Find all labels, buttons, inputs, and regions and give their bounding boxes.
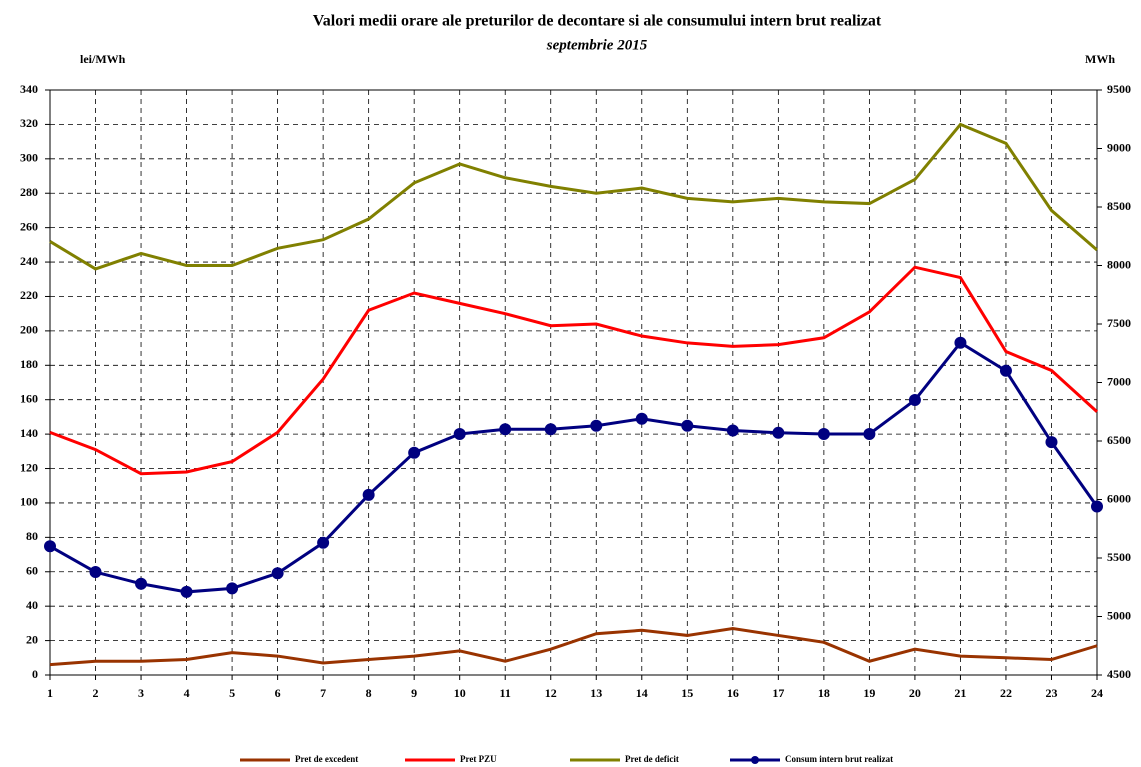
data-point (226, 582, 239, 595)
y2-tick-label: 5000 (1107, 608, 1131, 622)
data-point (817, 427, 830, 440)
data-point (999, 364, 1012, 377)
legend-label: Pret de excedent (295, 754, 358, 764)
y-tick-label: 20 (26, 632, 38, 646)
plot-frame (49, 89, 1098, 676)
data-point (726, 424, 739, 437)
x-tick-label: 10 (454, 686, 466, 700)
x-tick-label: 8 (366, 686, 372, 700)
y-tick-label: 320 (20, 116, 38, 130)
y-tick-label: 300 (20, 151, 38, 165)
x-tick-label: 1 (47, 686, 53, 700)
series-line (49, 627, 1098, 667)
x-tick-label: 2 (93, 686, 99, 700)
y-tick-label: 80 (26, 529, 38, 543)
y-tick-label: 180 (20, 357, 38, 371)
y-tick-label: 140 (20, 426, 38, 440)
data-point (453, 427, 466, 440)
data-point (317, 536, 330, 549)
y2-tick-label: 7000 (1107, 374, 1131, 388)
data-point (180, 585, 193, 598)
y2-tick-label: 6000 (1107, 491, 1131, 505)
data-point (1091, 500, 1103, 513)
y-tick-label: 240 (20, 254, 38, 268)
x-tick-label: 23 (1045, 686, 1057, 700)
x-tick-label: 13 (590, 686, 602, 700)
x-tick-label: 22 (1000, 686, 1012, 700)
data-point (44, 540, 56, 553)
y-axis-label: lei/MWh (80, 52, 126, 66)
y-tick-label: 120 (20, 460, 38, 474)
data-point (271, 567, 284, 580)
data-point (544, 423, 557, 436)
y2-axis-label: MWh (1085, 52, 1115, 66)
data-point (635, 412, 648, 425)
chart-subtitle: septembrie 2015 (546, 37, 648, 53)
y2-tick-label: 5500 (1107, 550, 1131, 564)
y2-tick-label: 8500 (1107, 199, 1131, 213)
legend-label: Consum intern brut realizat (785, 754, 893, 764)
x-tick-label: 16 (727, 686, 739, 700)
y-tick-label: 280 (20, 185, 38, 199)
data-point (863, 427, 876, 440)
data-point (499, 423, 512, 436)
data-point (954, 336, 967, 349)
y-tick-label: 40 (26, 598, 38, 612)
series-line (49, 340, 1099, 594)
x-tick-label: 11 (500, 686, 511, 700)
y2-tick-label: 9000 (1107, 140, 1131, 154)
x-tick-label: 7 (320, 686, 326, 700)
x-tick-label: 12 (545, 686, 557, 700)
data-point (408, 446, 421, 459)
y-tick-label: 0 (32, 667, 38, 681)
y-tick-label: 200 (20, 323, 38, 337)
y-tick-label: 100 (20, 495, 38, 509)
x-tick-label: 3 (138, 686, 144, 700)
data-point (135, 577, 148, 590)
x-tick-label: 19 (863, 686, 875, 700)
x-tick-label: 20 (909, 686, 921, 700)
y2-tick-label: 8000 (1107, 257, 1131, 271)
x-tick-label: 5 (229, 686, 235, 700)
x-tick-label: 9 (411, 686, 417, 700)
data-point (908, 394, 921, 407)
legend-marker (751, 756, 759, 764)
legend-label: Pret de deficit (625, 754, 679, 764)
y-tick-label: 260 (20, 219, 38, 233)
y2-tick-label: 7500 (1107, 316, 1131, 330)
x-tick-label: 6 (275, 686, 281, 700)
y2-tick-label: 4500 (1107, 667, 1131, 681)
y-tick-label: 60 (26, 564, 38, 578)
data-point (1045, 436, 1058, 449)
x-tick-label: 14 (636, 686, 648, 700)
series-line (49, 122, 1098, 271)
x-tick-label: 21 (954, 686, 966, 700)
x-tick-label: 18 (818, 686, 830, 700)
y-tick-label: 160 (20, 391, 38, 405)
y2-tick-label: 6500 (1107, 433, 1131, 447)
x-tick-label: 15 (681, 686, 693, 700)
chart-title: Valori medii orare ale preturilor de dec… (313, 13, 882, 30)
y-tick-label: 220 (20, 288, 38, 302)
data-point (590, 419, 603, 432)
data-point (89, 566, 102, 579)
y-tick-label: 340 (20, 82, 38, 96)
x-tick-label: 4 (184, 686, 190, 700)
series-line (49, 265, 1099, 476)
y2-tick-label: 9500 (1107, 82, 1131, 96)
data-point (772, 426, 785, 439)
legend-label: Pret PZU (460, 754, 497, 764)
x-tick-label: 17 (772, 686, 784, 700)
data-point (681, 419, 694, 432)
x-tick-label: 24 (1091, 686, 1103, 700)
data-point (362, 488, 375, 501)
